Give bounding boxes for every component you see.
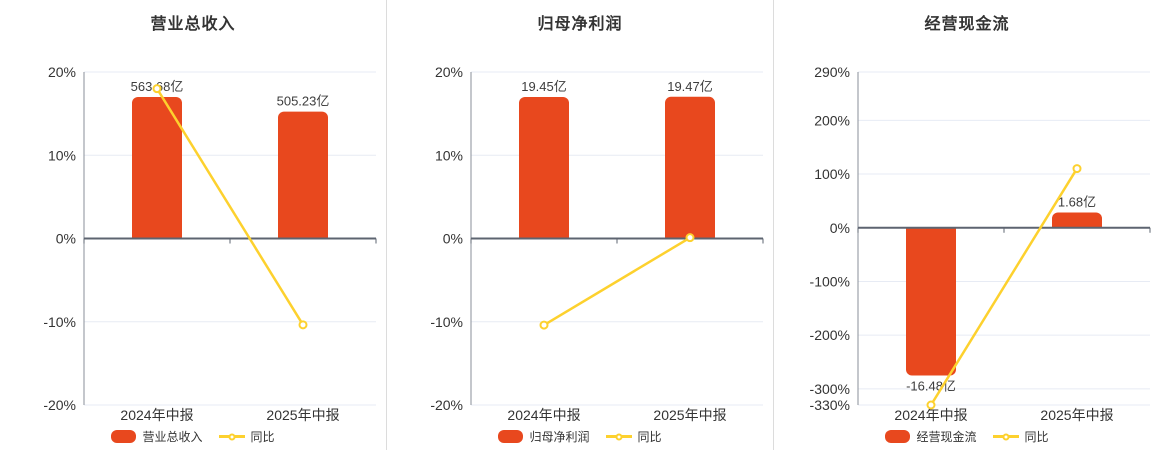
legend-item-line-series[interactable]: 同比: [605, 428, 662, 445]
yoy-marker[interactable]: [926, 400, 936, 410]
y-axis-tick-label: -200%: [810, 327, 850, 343]
x-axis-label: 2025年中报: [1040, 407, 1113, 423]
y-axis-tick-label: 200%: [814, 112, 850, 128]
y-axis-tick-label: -100%: [810, 273, 850, 289]
revenue-chart-canvas: 20%10%0%-10%-20%563.68亿2024年中报505.23亿202…: [43, 64, 377, 423]
y-axis-tick-label: -10%: [430, 314, 463, 330]
bar-value-label: 505.23亿: [277, 94, 330, 109]
bar-value-label: 19.45亿: [521, 79, 567, 94]
y-axis-tick-label: -10%: [43, 314, 76, 330]
y-axis-tick-label: -300%: [810, 381, 850, 397]
chart-title-cash-flow: 经营现金流: [924, 16, 1010, 33]
chart-title-net-profit: 归母净利润: [537, 16, 623, 33]
legend-label-line-series: 同比: [1024, 430, 1049, 444]
bar-2025年中报[interactable]: [278, 111, 328, 239]
y-axis-tick-label: 0%: [443, 231, 463, 247]
y-axis-tick-label: 20%: [435, 64, 463, 80]
yoy-marker[interactable]: [298, 320, 308, 330]
legend-item-line-series[interactable]: 同比: [992, 428, 1049, 445]
bar-series-swatch-icon: [885, 430, 911, 443]
y-axis-tick-label: 10%: [435, 147, 463, 163]
y-axis-tick-label: 0%: [56, 231, 76, 247]
yoy-line: [929, 167, 1079, 407]
yoy-marker[interactable]: [539, 320, 549, 330]
y-axis-tick-label: 290%: [814, 64, 850, 80]
chart-title-revenue: 营业总收入: [150, 16, 236, 33]
bar-2024年中报[interactable]: [906, 227, 956, 376]
yoy-marker[interactable]: [1072, 164, 1082, 174]
legend-label-bar-series: 归母净利润: [529, 430, 590, 444]
bar-series-swatch-icon: [111, 430, 137, 443]
legend-label-line-series: 同比: [250, 430, 275, 444]
legend-item-bar-series[interactable]: 归母净利润: [498, 428, 590, 445]
bar-base: [1052, 219, 1102, 228]
bar-2025年中报[interactable]: [665, 96, 715, 239]
y-axis-tick-label: 20%: [48, 64, 76, 80]
bar-value-label: 19.47亿: [667, 79, 713, 94]
chart-panel-revenue: 营业总收入 20%10%0%-10%-20%563.68亿2024年中报505.…: [0, 0, 386, 450]
chart-panel-net-profit: 归母净利润 20% 10% 0% -10% -20% 19.45亿 2024年中报 19.47…: [386, 0, 773, 450]
chart-legend-net-profit: 归母净利润 同比: [387, 428, 773, 445]
x-axis-label: 2024年中报: [120, 407, 193, 423]
bar-base: [132, 230, 182, 239]
legend-item-bar-series[interactable]: 经营现金流: [885, 428, 977, 445]
yoy-line: [542, 236, 692, 327]
yoy-marker[interactable]: [152, 84, 162, 94]
chart-panel-cash-flow: 经营现金流 290% 200% 100% 0% -100% -200% -300% -330%…: [773, 0, 1160, 450]
line-series-marker-icon: [605, 433, 632, 440]
y-axis-tick-label: -20%: [43, 397, 76, 413]
bar-series-swatch-icon: [498, 430, 524, 443]
yoy-marker[interactable]: [685, 233, 695, 243]
bar-base: [278, 230, 328, 239]
legend-item-bar-series[interactable]: 营业总收入: [111, 428, 203, 445]
legend-label-bar-series: 经营现金流: [916, 430, 977, 444]
cash-flow-chart-canvas: 290% 200% 100% 0% -100% -200% -300%-330% -16.48…: [810, 64, 1151, 423]
y-axis-tick-label: -330%: [810, 397, 850, 413]
chart-legend-revenue: 营业总收入 同比: [0, 428, 386, 445]
bar-value-label: -16.48亿: [906, 378, 956, 393]
line-series-marker-icon: [992, 433, 1019, 440]
legend-label-bar-series: 营业总收入: [142, 430, 203, 444]
y-axis-tick-label: 0%: [830, 220, 850, 236]
chart-legend-cash-flow: 经营现金流 同比: [774, 428, 1160, 445]
x-axis-label: 2024年中报: [894, 407, 967, 423]
y-axis-tick-label: 100%: [814, 166, 850, 182]
y-axis-tick-label: 10%: [48, 147, 76, 163]
bar-base: [519, 230, 569, 239]
bar-base: [906, 227, 956, 236]
x-axis-label: 2024年中报: [507, 407, 580, 423]
x-axis-label: 2025年中报: [653, 407, 726, 423]
y-axis-tick-label: -20%: [430, 397, 463, 413]
x-axis-label: 2025年中报: [266, 407, 339, 423]
legend-item-line-series[interactable]: 同比: [218, 428, 275, 445]
line-series-marker-icon: [218, 433, 245, 440]
bar-2024年中报[interactable]: [519, 96, 569, 239]
yoy-line: [155, 87, 305, 327]
legend-label-line-series: 同比: [637, 430, 662, 444]
net-profit-chart-canvas: 20% 10% 0% -10% -20% 19.45亿 2024年中报 19.47亿 2025年…: [430, 64, 764, 423]
bar-value-label: 1.68亿: [1058, 194, 1096, 209]
bar-2024年中报[interactable]: [132, 96, 182, 239]
